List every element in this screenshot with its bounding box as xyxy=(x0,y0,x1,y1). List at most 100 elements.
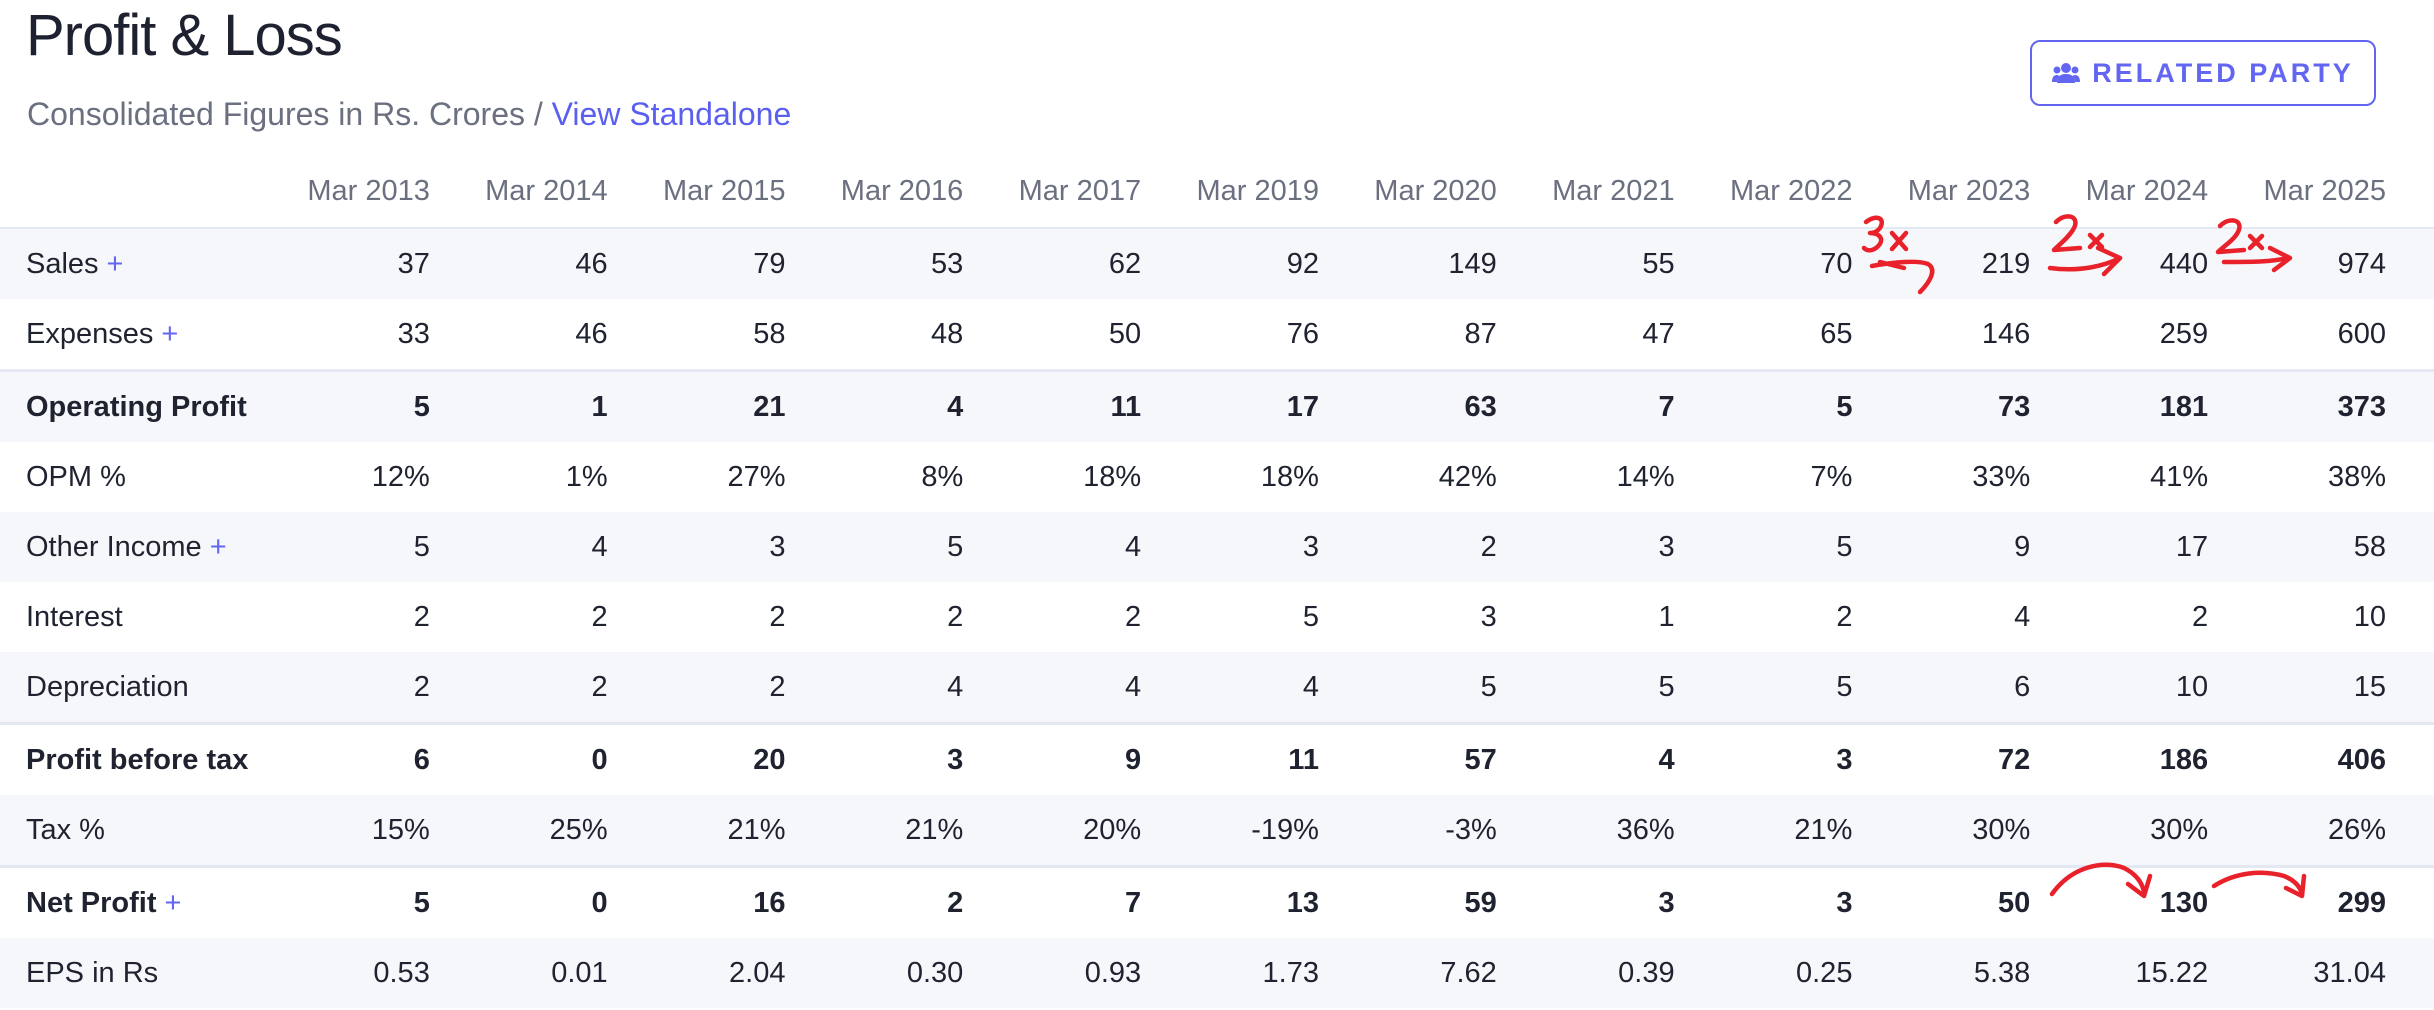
table-cell: 2 xyxy=(413,600,430,633)
header-row: Mar 2013 Mar 2014 Mar 2015 Mar 2016 Mar … xyxy=(0,155,2434,229)
table-cell: 600 xyxy=(2337,317,2386,350)
table-cell: 0.30 xyxy=(833,938,1012,1008)
table-cell: 76 xyxy=(1286,317,1319,350)
table-cell: 5 xyxy=(1722,512,1901,582)
table-cell: 59 xyxy=(1366,865,1545,938)
table-cell: 0.93 xyxy=(1011,938,1190,1008)
table-row: Interest 2 2 2 2 2 5 3 1 2 4 2 10 xyxy=(0,582,2434,652)
row-label: EPS in Rs xyxy=(0,938,300,1008)
table-row: Profit before tax 6 0 20 3 9 11 57 4 3 72 186 406 xyxy=(0,722,2434,795)
table-cell: 149 xyxy=(1366,228,1545,299)
table-cell: 5 xyxy=(833,512,1012,582)
table-cell: 21% xyxy=(1722,795,1901,867)
table-cell: 186 xyxy=(2078,722,2257,795)
table-cell: 2 xyxy=(477,652,656,724)
table-cell: 42% xyxy=(1438,460,1497,493)
row-label-text: Operating Profit xyxy=(26,390,247,423)
table-cell: 299 xyxy=(2256,865,2434,938)
table-cell: 10 xyxy=(2353,600,2386,633)
table-cell: 6 xyxy=(300,722,478,795)
table-row: Depreciation 2 2 2 4 4 4 5 5 5 6 10 15 xyxy=(0,652,2434,724)
table-cell: 974 xyxy=(2256,228,2434,299)
profit-loss-table: Mar 2013 Mar 2014 Mar 2015 Mar 2016 Mar … xyxy=(0,155,2434,1008)
table-cell: 17 xyxy=(2078,512,2257,582)
expand-plus-icon[interactable]: + xyxy=(164,886,182,919)
table-cell: 181 xyxy=(2078,369,2257,442)
table-cell: -3% xyxy=(1366,795,1545,867)
table-row: Tax % 15% 25% 21% 21% 20% -19% -3% 36% 21% 30% 30% 2… xyxy=(0,795,2434,867)
table-cell: 7% xyxy=(1810,460,1853,493)
row-label-text: Depreciation xyxy=(26,670,189,703)
table-cell: 12% xyxy=(371,460,430,493)
table-cell: 4 xyxy=(833,652,1012,724)
table-cell: 2 xyxy=(769,600,786,633)
table-cell: 2 xyxy=(947,600,964,633)
table-cell: 11 xyxy=(1011,369,1190,442)
table-cell: 5 xyxy=(1544,652,1723,724)
table-cell: 18% xyxy=(1260,460,1319,493)
col-header: Mar 2016 xyxy=(833,155,1012,229)
table-row: OPM % 12% 1% 27% 8% 18% 18% 42% 14% 7% 33% 41% 38% xyxy=(0,442,2434,512)
col-header: Mar 2015 xyxy=(655,155,834,229)
row-label-text: Other Income xyxy=(26,530,202,563)
table-cell: 20 xyxy=(655,722,834,795)
table-cell: 73 xyxy=(1900,369,2079,442)
table-cell: 2 xyxy=(2191,600,2209,633)
expand-plus-icon[interactable]: + xyxy=(161,317,179,350)
table-row: Net Profit +5 0 16 2 7 13 59 3 3 50 130 299 xyxy=(0,865,2434,938)
table-cell: 4 xyxy=(1011,652,1190,724)
table-cell: 5 xyxy=(1302,600,1319,633)
row-label-text: EPS in Rs xyxy=(26,956,159,989)
row-label: Tax % xyxy=(0,795,300,867)
table-cell: 72 xyxy=(1900,722,2079,795)
table-cell: 5 xyxy=(300,369,478,442)
table-cell: 5 xyxy=(1722,652,1901,724)
table-cell: 15.22 xyxy=(2078,938,2257,1008)
table-cell: 62 xyxy=(1011,228,1190,299)
row-label[interactable]: Other Income + xyxy=(0,512,300,582)
table-cell: 7.62 xyxy=(1366,938,1545,1008)
row-label-text: Sales xyxy=(26,247,99,280)
table-cell: 21 xyxy=(655,369,834,442)
table-cell: 30% xyxy=(2078,795,2257,867)
table-cell: 36% xyxy=(1544,795,1723,867)
table-cell: 5 xyxy=(1722,369,1901,442)
table-cell: 20% xyxy=(1011,795,1190,867)
table-cell: 0.39 xyxy=(1544,938,1723,1008)
col-header: Mar 2025 xyxy=(2256,155,2434,229)
row-label[interactable]: Net Profit + xyxy=(0,865,300,938)
row-label: OPM % xyxy=(0,442,300,512)
row-label[interactable]: Expenses + xyxy=(0,299,300,371)
col-header: Mar 2013 xyxy=(300,155,478,229)
table-cell: 3 xyxy=(1544,865,1723,938)
table-cell: 31.04 xyxy=(2256,938,2434,1008)
table-cell: 2 xyxy=(300,652,478,724)
table-cell: 41% xyxy=(2150,460,2209,493)
table-cell: 13 xyxy=(1189,865,1367,938)
table-cell: 21% xyxy=(655,795,834,867)
table-cell: 27% xyxy=(727,460,786,493)
table-cell: 219 xyxy=(1900,228,2079,299)
table-cell: 2 xyxy=(1125,600,1142,633)
col-header: Mar 2024 xyxy=(2078,155,2257,229)
expand-plus-icon[interactable]: + xyxy=(106,247,124,280)
row-label-text: Interest xyxy=(26,600,123,633)
table-cell: 10 xyxy=(2078,652,2257,724)
table-cell: 0 xyxy=(477,865,656,938)
table-cell: 17 xyxy=(1189,369,1367,442)
table-cell: 37 xyxy=(300,228,478,299)
row-label-text: OPM % xyxy=(26,460,126,493)
table-cell: 3 xyxy=(1722,722,1901,795)
table-cell: 46 xyxy=(477,228,656,299)
col-header: Mar 2021 xyxy=(1544,155,1723,229)
table-cell: 7 xyxy=(1544,369,1723,442)
row-label[interactable]: Sales + xyxy=(0,228,300,299)
table-cell: 4 xyxy=(2014,600,2031,633)
view-standalone-link[interactable]: View Standalone xyxy=(551,96,792,132)
expand-plus-icon[interactable]: + xyxy=(209,530,227,563)
related-party-button[interactable]: RELATED PARTY xyxy=(2030,40,2376,106)
table-cell: 5 xyxy=(300,512,478,582)
table-cell: 4 xyxy=(477,512,656,582)
table-cell: 33 xyxy=(397,317,430,350)
table-cell: 65 xyxy=(1820,317,1853,350)
